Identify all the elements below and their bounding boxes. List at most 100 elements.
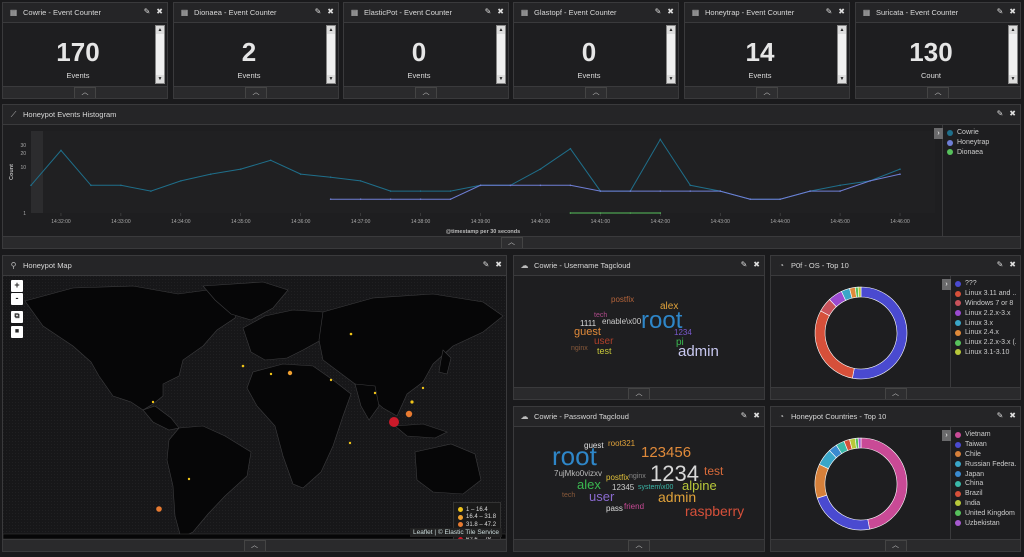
tag-word[interactable]: root321 <box>608 439 636 448</box>
tag-word[interactable]: 7ujMko0vizxv <box>554 469 602 478</box>
legend-item[interactable]: China <box>955 479 1016 489</box>
legend-item[interactable]: Cowrie <box>947 128 1016 138</box>
tag-word[interactable]: pi <box>676 337 684 348</box>
collapse-toggle[interactable]: ︿ <box>415 87 437 98</box>
scroll-down-arrow[interactable]: ▼ <box>667 75 675 83</box>
legend-toggle[interactable]: › <box>942 279 951 290</box>
tag-word[interactable]: raspberry <box>685 503 744 519</box>
collapse-toggle[interactable]: ︿ <box>74 87 96 98</box>
close-icon[interactable]: ✖ <box>1009 7 1016 16</box>
donut-slice[interactable] <box>857 437 862 449</box>
collapse-toggle[interactable]: ︿ <box>585 87 607 98</box>
edit-icon[interactable]: ✎ <box>484 7 492 16</box>
scroll-up-arrow[interactable]: ▲ <box>838 26 846 34</box>
scroll-down-arrow[interactable]: ▼ <box>838 75 846 83</box>
tag-word[interactable]: alex <box>660 301 678 312</box>
donut-slice[interactable] <box>816 494 870 531</box>
scroll-down-arrow[interactable]: ▼ <box>327 75 335 83</box>
tag-word[interactable]: 123456 <box>641 444 691 461</box>
zoom-in-button[interactable]: + <box>11 280 23 292</box>
tag-word[interactable]: tech <box>594 312 607 319</box>
scrollbar[interactable]: ▲ ▼ <box>1008 25 1018 84</box>
tag-word[interactable]: guest <box>574 326 601 338</box>
edit-icon[interactable]: ✎ <box>825 7 833 16</box>
edit-icon[interactable]: ✎ <box>996 109 1004 118</box>
legend-toggle[interactable]: › <box>942 430 951 441</box>
tag-word[interactable]: admin <box>658 489 696 505</box>
edit-icon[interactable]: ✎ <box>996 260 1004 269</box>
tag-word[interactable]: root <box>552 441 598 471</box>
close-icon[interactable]: ✖ <box>667 7 674 16</box>
draw-rectangle-icon[interactable]: ■ <box>11 326 23 338</box>
legend-item[interactable]: Linux 2.4.x <box>955 328 1016 338</box>
scroll-down-arrow[interactable]: ▼ <box>156 75 164 83</box>
tag-word[interactable]: user <box>589 489 615 504</box>
collapse-toggle[interactable]: ︿ <box>628 388 650 399</box>
edit-icon[interactable]: ✎ <box>740 260 748 269</box>
close-icon[interactable]: ✖ <box>497 7 504 16</box>
collapse-toggle[interactable]: ︿ <box>243 540 266 551</box>
legend-item[interactable]: Honeytrap <box>947 138 1016 148</box>
tag-word[interactable]: postfix <box>611 295 634 304</box>
scroll-up-arrow[interactable]: ▲ <box>156 26 164 34</box>
scrollbar[interactable]: ▲ ▼ <box>326 25 336 84</box>
zoom-out-button[interactable]: - <box>11 293 23 305</box>
legend-item[interactable]: Dionaea <box>947 148 1016 158</box>
scrollbar[interactable]: ▲ ▼ <box>155 25 165 84</box>
scroll-up-arrow[interactable]: ▲ <box>497 26 505 34</box>
scroll-down-arrow[interactable]: ▼ <box>497 75 505 83</box>
scroll-up-arrow[interactable]: ▲ <box>667 26 675 34</box>
edit-icon[interactable]: ✎ <box>654 7 662 16</box>
tag-word[interactable]: test <box>704 464 724 478</box>
collapse-toggle[interactable]: ︿ <box>756 87 778 98</box>
legend-item[interactable]: Chile <box>955 450 1016 460</box>
collapse-toggle[interactable]: ︿ <box>628 540 650 551</box>
edit-icon[interactable]: ✎ <box>740 411 748 420</box>
close-icon[interactable]: ✖ <box>327 7 334 16</box>
legend-item[interactable]: Uzbekistan <box>955 518 1016 528</box>
tag-word[interactable]: alex <box>577 477 601 492</box>
tag-word[interactable]: user <box>594 336 614 347</box>
scroll-down-arrow[interactable]: ▼ <box>1009 75 1017 83</box>
tag-word[interactable]: pass <box>606 504 623 513</box>
tag-word[interactable]: system\x00 <box>638 484 674 491</box>
close-icon[interactable]: ✖ <box>1009 411 1016 420</box>
scroll-up-arrow[interactable]: ▲ <box>1009 26 1017 34</box>
legend-item[interactable]: Linux 2.2.x-3.x (... <box>955 338 1016 348</box>
legend-item[interactable]: Vietnam <box>955 430 1016 440</box>
edit-icon[interactable]: ✎ <box>996 7 1004 16</box>
edit-icon[interactable]: ✎ <box>482 260 490 269</box>
map-body[interactable]: + - ⧉ ■ 1 – 16.416.4 – 31.831.8 – 47.247… <box>3 276 506 548</box>
donut-slice[interactable] <box>814 464 829 499</box>
close-icon[interactable]: ✖ <box>156 7 163 16</box>
tag-word[interactable]: nginx <box>571 345 588 352</box>
scrollbar[interactable]: ▲ ▼ <box>837 25 847 84</box>
tag-word[interactable]: alpine <box>682 478 717 493</box>
legend-item[interactable]: India <box>955 499 1016 509</box>
close-icon[interactable]: ✖ <box>1009 260 1016 269</box>
close-icon[interactable]: ✖ <box>1009 109 1016 118</box>
legend-item[interactable]: Windows 7 or 8 <box>955 299 1016 309</box>
legend-item[interactable]: United Kingdom <box>955 508 1016 518</box>
scroll-up-arrow[interactable]: ▲ <box>327 26 335 34</box>
world-map[interactable] <box>3 276 506 539</box>
close-icon[interactable]: ✖ <box>753 260 760 269</box>
tag-word[interactable]: 1111 <box>580 319 597 328</box>
edit-icon[interactable]: ✎ <box>314 7 322 16</box>
edit-icon[interactable]: ✎ <box>143 7 151 16</box>
tag-word[interactable]: 1234 <box>674 328 692 337</box>
legend-toggle[interactable]: › <box>934 128 943 139</box>
collapse-toggle[interactable]: ︿ <box>927 87 949 98</box>
tag-word[interactable]: nginx <box>629 473 646 480</box>
map-attribution[interactable]: Leaflet | © Elastic Tile Service <box>410 528 502 537</box>
tag-word[interactable]: tech <box>562 492 575 499</box>
legend-item[interactable]: Japan <box>955 469 1016 479</box>
legend-item[interactable]: Linux 3.11 and ... <box>955 289 1016 299</box>
legend-item[interactable]: Russian Federa... <box>955 459 1016 469</box>
scrollbar[interactable]: ▲ ▼ <box>666 25 676 84</box>
donut-slice[interactable] <box>860 437 908 530</box>
tag-word[interactable]: admin <box>678 343 719 360</box>
collapse-toggle[interactable]: ︿ <box>884 540 907 551</box>
fit-bounds-icon[interactable]: ⧉ <box>11 311 23 323</box>
donut-slice[interactable] <box>814 310 855 379</box>
